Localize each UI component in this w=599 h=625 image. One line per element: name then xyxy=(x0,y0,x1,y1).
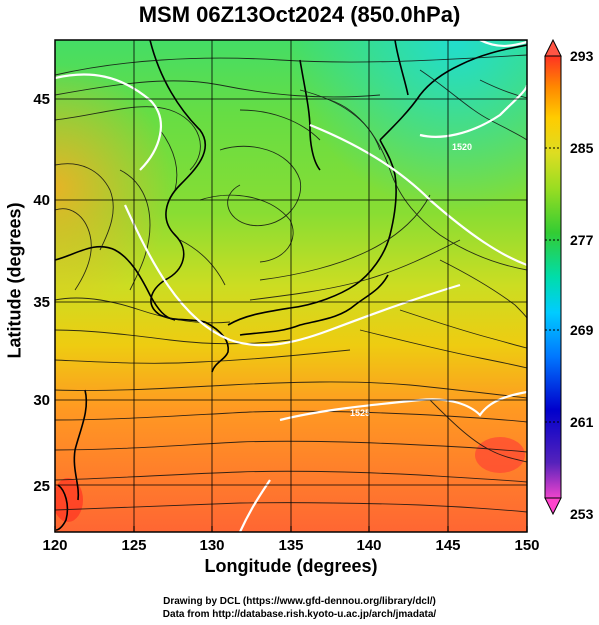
y-axis-label: Latitude (degrees) xyxy=(4,202,25,359)
colorbar-label-277: 277 xyxy=(570,232,594,248)
credit-data: Data from http://database.rish.kyoto-u.a… xyxy=(162,609,437,620)
figure-title: MSM 06Z13Oct2024 (850.0hPa) xyxy=(138,2,461,27)
coastlines xyxy=(55,40,527,531)
y-tick-40: 40 xyxy=(33,192,50,209)
x-axis-label: Longitude (degrees) xyxy=(204,556,378,576)
colorbar-labels: 293 285 277 269 261 253 xyxy=(570,48,594,522)
colorbar-max-arrow xyxy=(544,38,562,57)
colorbar: 293 285 277 269 261 253 xyxy=(544,38,594,522)
colorbar-min-arrow xyxy=(544,497,562,516)
y-tick-45: 45 xyxy=(33,91,50,108)
colorbar-label-285: 285 xyxy=(570,140,594,156)
x-tick-135: 135 xyxy=(278,537,303,554)
y-tick-30: 30 xyxy=(33,392,50,409)
contour-label-1520: 1520 xyxy=(452,142,472,152)
y-tick-35: 35 xyxy=(33,294,50,311)
x-tick-120: 120 xyxy=(42,537,67,554)
x-tick-labels: 120 125 130 135 140 145 150 xyxy=(42,537,539,554)
colorbar-ticks xyxy=(545,147,561,423)
colorbar-label-269: 269 xyxy=(570,322,594,338)
graticule xyxy=(55,40,527,532)
y-tick-25: 25 xyxy=(33,478,50,495)
y-tick-labels: 25 30 35 40 45 xyxy=(33,91,50,495)
contour-label-1525: 1525 xyxy=(350,408,370,418)
x-tick-125: 125 xyxy=(121,537,146,554)
streamlines xyxy=(55,54,527,513)
x-tick-marks xyxy=(54,526,528,532)
credit-drawing: Drawing by DCL (https://www.gfd-dennou.o… xyxy=(163,596,436,607)
colorbar-label-253: 253 xyxy=(570,506,594,522)
colorbar-label-293: 293 xyxy=(570,48,594,64)
x-tick-140: 140 xyxy=(356,537,381,554)
x-tick-145: 145 xyxy=(435,537,460,554)
temperature-field: 1520 1525 xyxy=(55,40,527,532)
colorbar-label-261: 261 xyxy=(570,414,594,430)
x-tick-150: 150 xyxy=(514,537,539,554)
x-tick-130: 130 xyxy=(199,537,224,554)
